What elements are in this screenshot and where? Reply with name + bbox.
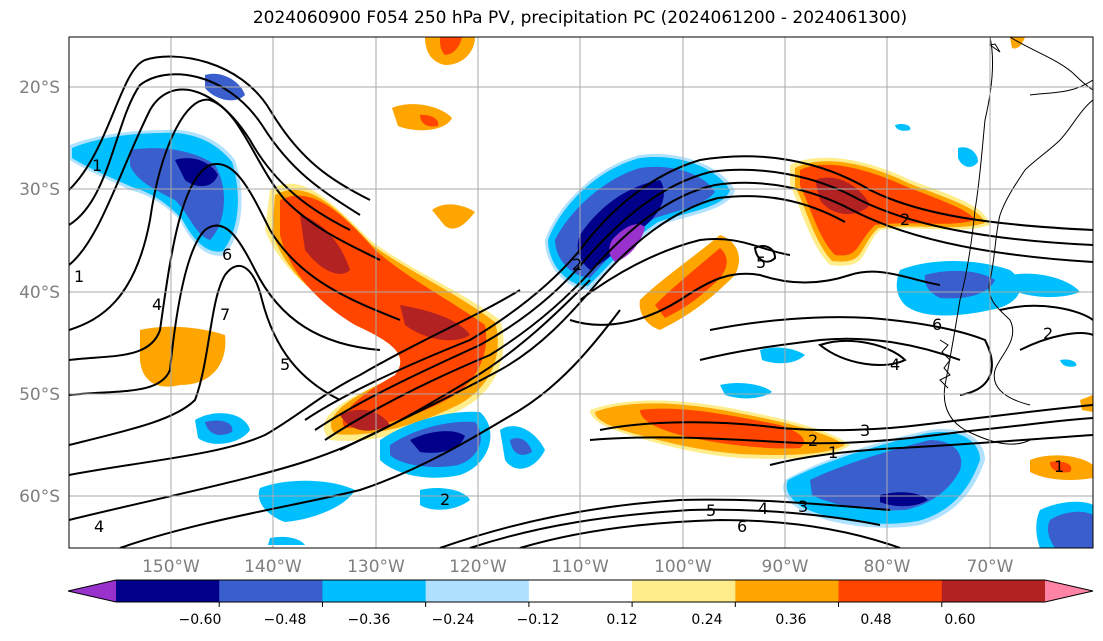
contour-label: 6	[222, 245, 232, 264]
colorbar-label: −0.48	[264, 612, 307, 628]
colorbar-tick-labels: −0.60 −0.48 −0.36 −0.24 −0.12 0.12 0.24 …	[179, 612, 976, 628]
lon-label: 100°W	[654, 557, 712, 577]
contour-label: 5	[280, 355, 290, 374]
map-gridlines	[69, 37, 1093, 548]
contour-label: 1	[828, 443, 838, 462]
colorbar-segment	[838, 580, 943, 602]
lat-label: 40°S	[19, 283, 60, 303]
contour-label: 4	[94, 517, 104, 536]
colorbar-label: 0.24	[691, 612, 722, 628]
colorbar-segment	[425, 580, 530, 602]
colorbar-segment	[632, 580, 736, 602]
lon-label: 70°W	[967, 557, 1014, 577]
colorbar-label: 0.48	[860, 612, 891, 628]
contour-label: 5	[706, 501, 716, 520]
lon-label: 110°W	[551, 557, 609, 577]
contour-labels: 1 1 6 4 7 5 2 5 2 3 2 1 5 4 3 6 2 4 6 2 …	[74, 156, 1064, 536]
contour-label: 2	[1043, 324, 1053, 343]
lon-label: 90°W	[762, 557, 809, 577]
pv-contours	[69, 55, 1093, 548]
lon-label: 120°W	[449, 557, 507, 577]
contour-label: 1	[92, 156, 102, 175]
contour-label: 2	[440, 490, 450, 509]
contour-label: 3	[798, 497, 808, 516]
colorbar-outline	[67, 579, 1094, 603]
lat-label: 30°S	[19, 180, 60, 200]
contour-label: 4	[758, 499, 768, 518]
colorbar-label: −0.36	[348, 612, 391, 628]
colorbar-extend-low	[68, 580, 116, 602]
latitude-labels: 20°S 30°S 40°S 50°S 60°S	[19, 78, 60, 507]
lat-label: 60°S	[19, 487, 60, 507]
colorbar-label: −0.24	[432, 612, 475, 628]
contour-label: 5	[756, 253, 766, 272]
longitude-labels: 150°W 140°W 130°W 120°W 110°W 100°W 90°W…	[142, 557, 1014, 577]
colorbar-segment	[219, 580, 323, 602]
lon-label: 130°W	[347, 557, 405, 577]
colorbar-label: −0.60	[179, 612, 222, 628]
lat-label: 20°S	[19, 78, 60, 98]
lon-label: 80°W	[864, 557, 911, 577]
contour-label: 1	[1054, 457, 1064, 476]
contour-label: 2	[808, 431, 818, 450]
contour-label: 2	[900, 210, 910, 229]
lat-label: 50°S	[19, 385, 60, 405]
contour-label: 3	[860, 421, 870, 440]
colorbar-segment	[116, 580, 220, 602]
colorbar-segment	[941, 580, 1046, 602]
colorbar-segment	[322, 580, 427, 602]
contour-label: 4	[890, 355, 900, 374]
contour-label: 6	[932, 315, 942, 334]
contour-label: 6	[737, 517, 747, 536]
map-title: 2024060900 F054 250 hPa PV, precipitatio…	[252, 8, 908, 28]
colorbar-label: −0.12	[517, 612, 560, 628]
contour-label: 4	[152, 295, 162, 314]
contour-label: 1	[74, 267, 84, 286]
lon-label: 150°W	[142, 557, 200, 577]
plot-border	[68, 36, 1094, 549]
lon-label: 140°W	[244, 557, 302, 577]
colorbar-label: 0.60	[944, 612, 975, 628]
contour-label: 7	[220, 305, 230, 324]
colorbar-label: 0.36	[775, 612, 806, 628]
contour-label: 2	[572, 255, 582, 274]
coastline	[939, 37, 1093, 445]
colorbar-segment	[735, 580, 840, 602]
colorbar-extend-high	[1045, 580, 1093, 602]
colorbar-segment	[528, 580, 633, 602]
colorbar-label: 0.12	[606, 612, 637, 628]
colorbar	[67, 579, 1094, 607]
